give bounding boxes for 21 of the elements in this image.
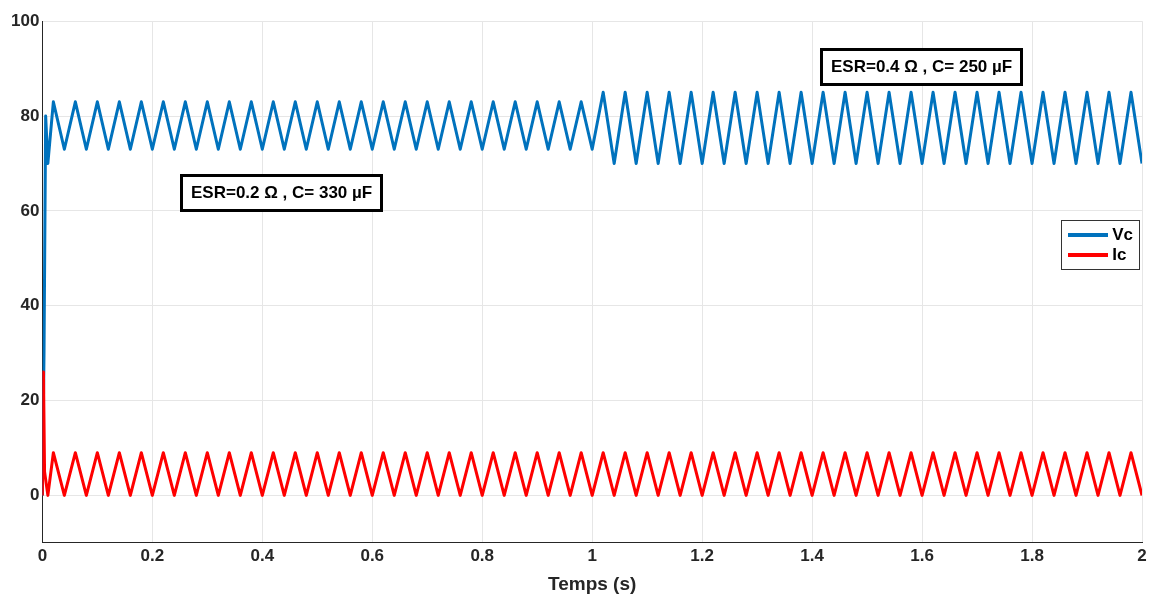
annotation: ESR=0.4 Ω , C= 250 µF bbox=[820, 48, 1024, 86]
x-tick-label: 1.2 bbox=[690, 545, 714, 565]
legend-label: Vc bbox=[1112, 225, 1133, 245]
x-axis-title: Temps (s) bbox=[548, 572, 637, 594]
y-tick-label: 0 bbox=[29, 485, 40, 505]
y-tick-label: 20 bbox=[20, 390, 40, 410]
x-tick-label: 1.6 bbox=[910, 545, 934, 565]
x-tick-label: 0.6 bbox=[360, 545, 385, 565]
y-tick-label: 80 bbox=[20, 105, 40, 125]
y-tick-label: 60 bbox=[20, 200, 40, 220]
x-tick-label: 1 bbox=[587, 545, 597, 565]
y-tick-label: 100 bbox=[10, 10, 40, 30]
x-tick-label: 1.4 bbox=[800, 545, 825, 565]
x-tick-label: 0.8 bbox=[470, 545, 495, 565]
y-tick-label: 40 bbox=[20, 295, 40, 315]
annotation: ESR=0.2 Ω , C= 330 µF bbox=[180, 174, 384, 212]
x-tick-label: 0.4 bbox=[250, 545, 275, 565]
legend-label: Ic bbox=[1112, 245, 1127, 265]
x-tick-label: 0.2 bbox=[140, 545, 165, 565]
x-tick-label: 2 bbox=[1137, 545, 1147, 565]
x-tick-label: 1.8 bbox=[1020, 545, 1044, 565]
